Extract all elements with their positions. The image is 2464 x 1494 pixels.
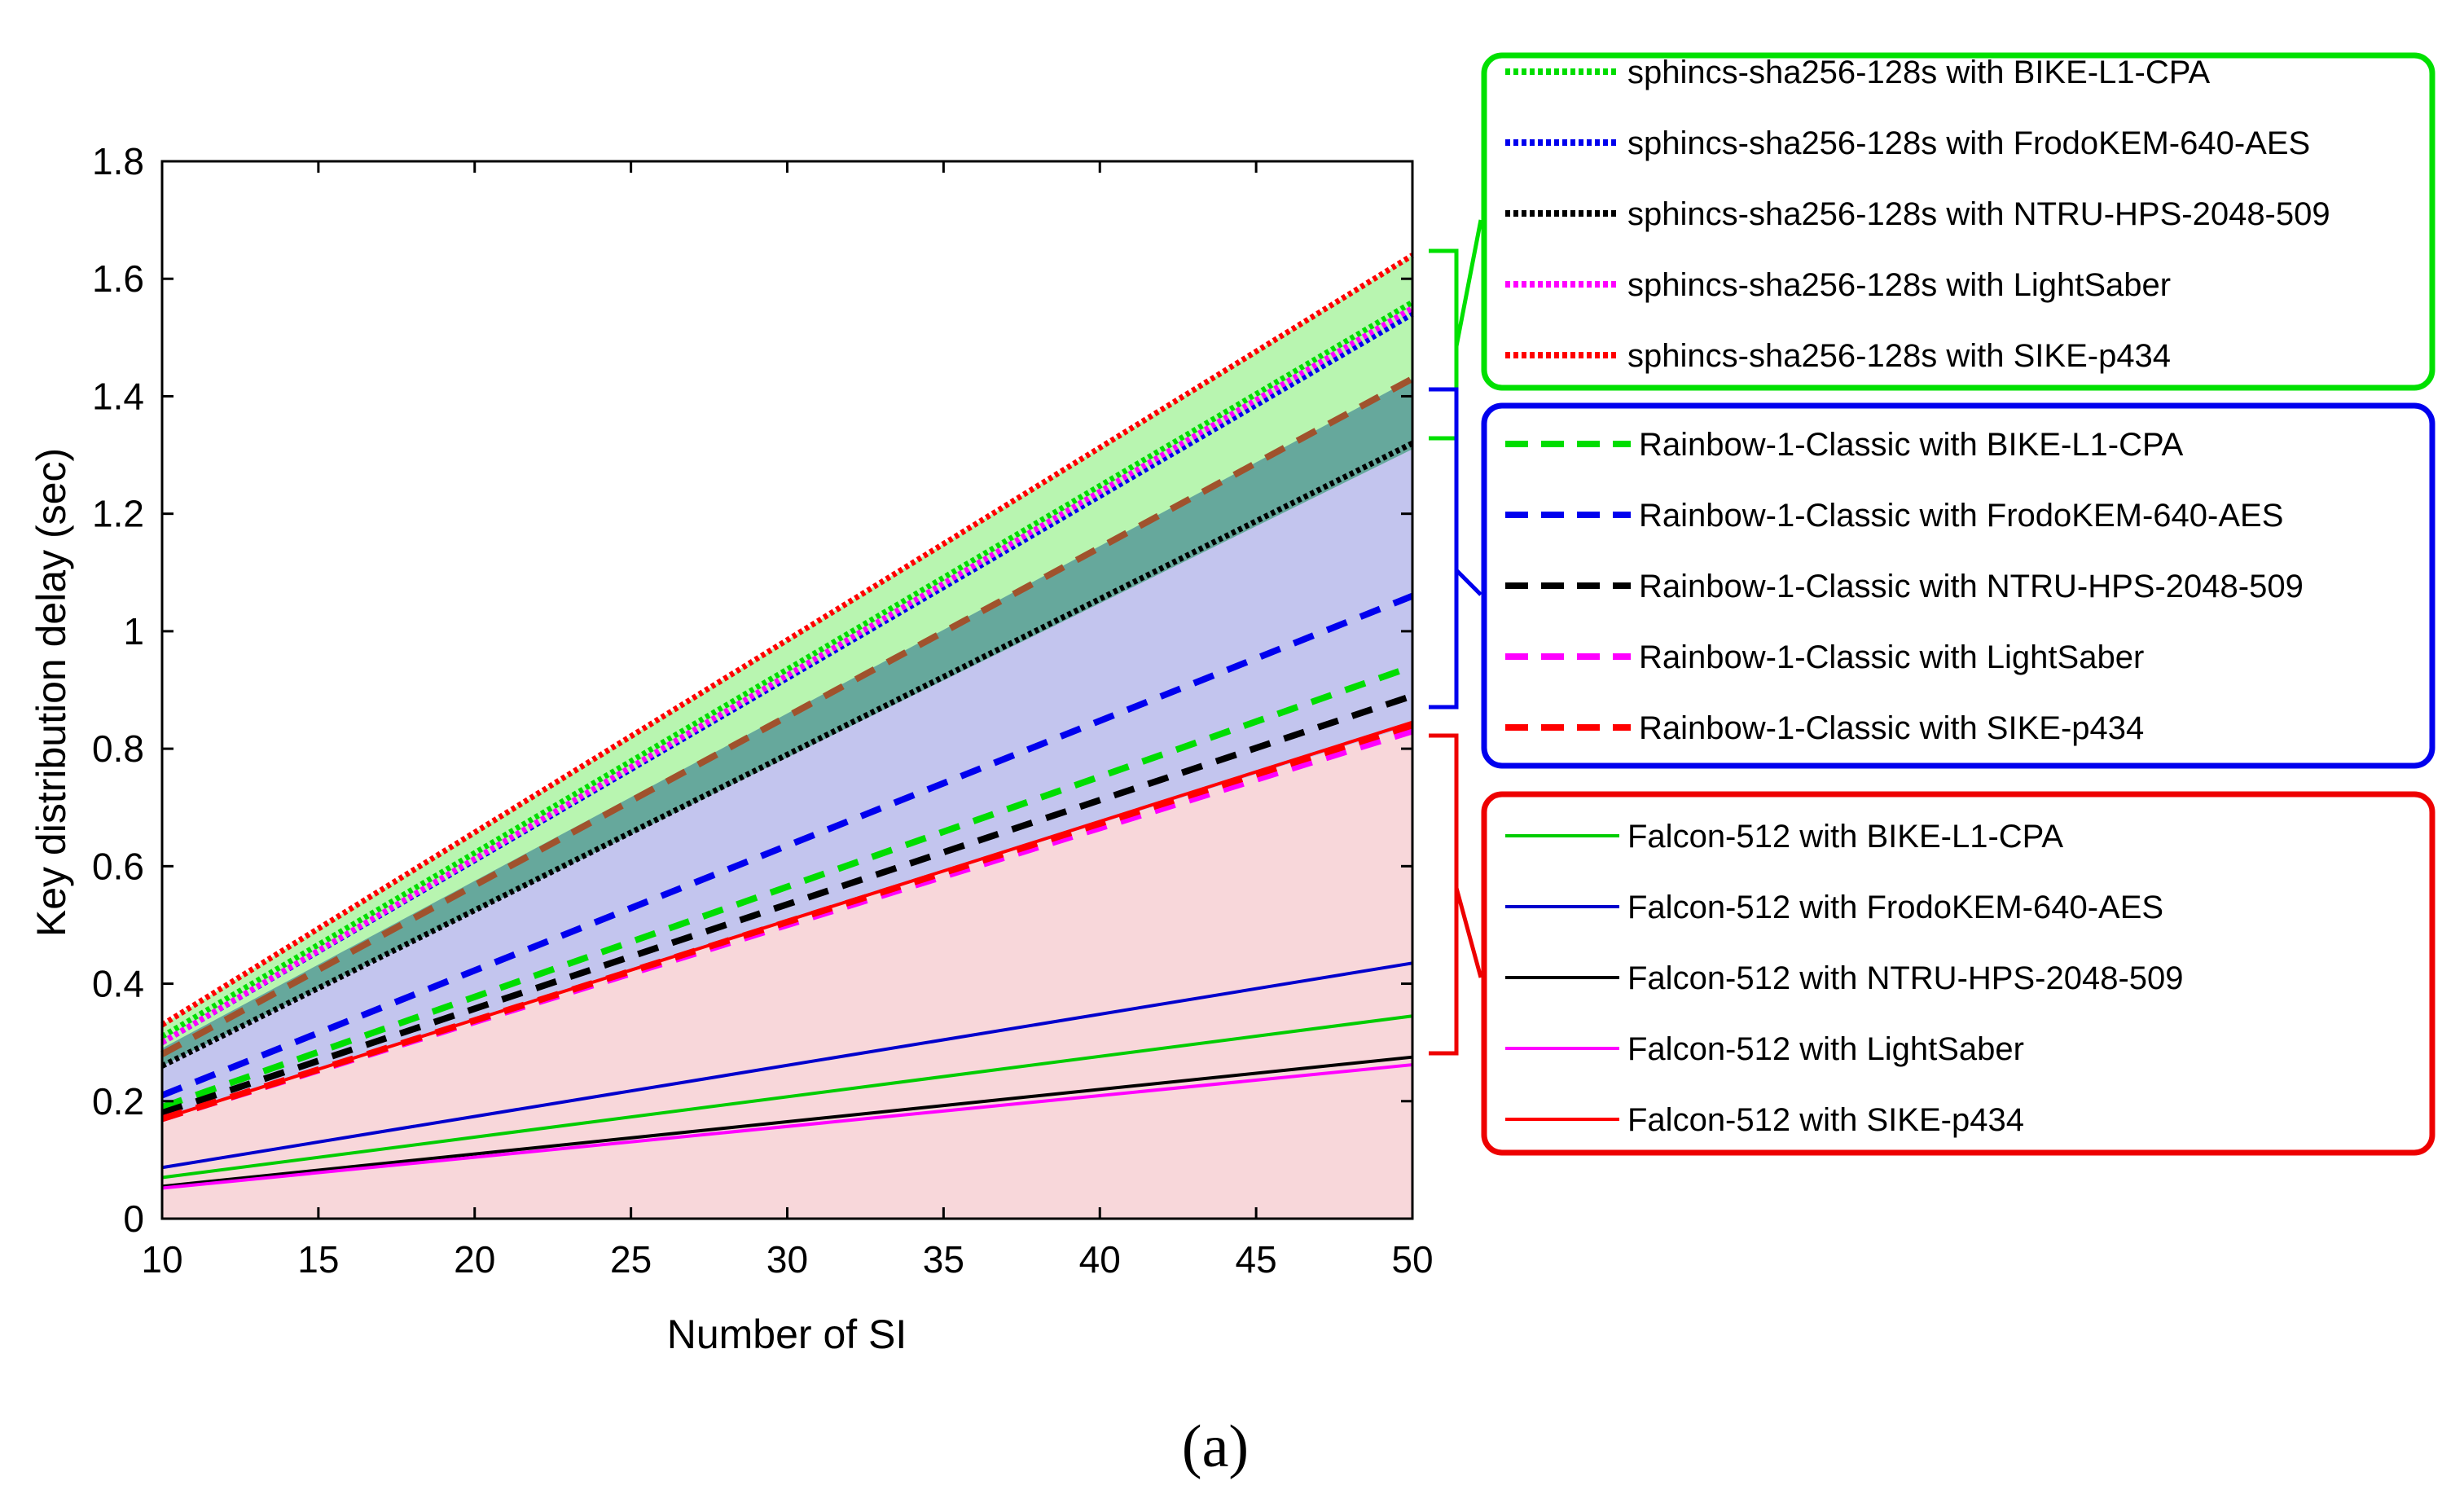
y-tick-label: 1.4 bbox=[92, 375, 144, 417]
y-tick-label: 0.6 bbox=[92, 845, 144, 887]
legend-entry-sphincs-sha256-128s-with-lightsaber: sphincs-sha256-128s with LightSaber bbox=[1627, 267, 2171, 303]
y-tick-label: 0 bbox=[123, 1197, 144, 1240]
legend-entry-sphincs-sha256-128s-with-ntru-hps-2048-509: sphincs-sha256-128s with NTRU-HPS-2048-5… bbox=[1627, 196, 2330, 232]
legend-sphincs: sphincs-sha256-128s with BIKE-L1-CPA sphi… bbox=[1429, 52, 2435, 441]
legend-entry-sphincs-sha256-128s-with-sike-p434: sphincs-sha256-128s with SIKE-p434 bbox=[1627, 338, 2171, 374]
series-line-rainbow-1-classic-with-bike-l1-cpa bbox=[160, 663, 1414, 1110]
series-line-sphincs-sha256-128s-with-frodokem-640-aes bbox=[160, 311, 1414, 1045]
y-tick-label: 0.8 bbox=[92, 727, 144, 770]
series-lines bbox=[160, 253, 1414, 1190]
x-axis-label: Number of SI bbox=[667, 1312, 907, 1357]
legend-box-falcon bbox=[1481, 791, 2435, 1156]
series-line-falcon-512-with-bike-l1-cpa bbox=[161, 1014, 1413, 1180]
legend-entry-rainbow-1-classic-with-lightsaber: Rainbow-1-Classic with LightSaber bbox=[1639, 639, 2144, 675]
x-tick-label: 35 bbox=[923, 1238, 964, 1281]
bracket-connector-rainbow bbox=[1455, 569, 1482, 596]
legend-entry-rainbow-1-classic-with-sike-p434: Rainbow-1-Classic with SIKE-p434 bbox=[1639, 710, 2144, 746]
legend-entry-falcon-512-with-frodokem-640-aes: Falcon-512 with FrodoKEM-640-AES bbox=[1627, 890, 2163, 925]
band-overlap-region bbox=[162, 378, 1412, 1066]
bracket-falcon bbox=[1429, 733, 1459, 1056]
shaded-regions bbox=[162, 255, 1412, 1219]
y-tick-label: 1.6 bbox=[92, 257, 144, 300]
legend-entry-sphincs-sha256-128s-with-bike-l1-cpa: sphincs-sha256-128s with BIKE-L1-CPA bbox=[1627, 55, 2210, 90]
x-tick-label: 15 bbox=[297, 1238, 339, 1281]
x-tick-label: 25 bbox=[610, 1238, 652, 1281]
legend-box-sphincs bbox=[1481, 52, 2435, 391]
series-line-sphincs-sha256-128s-with-ntru-hps-2048-509 bbox=[160, 441, 1414, 1069]
x-tick-label: 50 bbox=[1391, 1238, 1433, 1281]
figure-caption: (a) bbox=[1182, 1413, 1249, 1480]
y-tick-label: 0.4 bbox=[92, 963, 144, 1005]
bracket-rainbow bbox=[1429, 387, 1459, 710]
series-line-rainbow-1-classic-with-ntru-hps-2048-509 bbox=[160, 692, 1414, 1116]
legend-box-rainbow bbox=[1481, 402, 2435, 769]
legend-entry-falcon-512-with-ntru-hps-2048-509: Falcon-512 with NTRU-HPS-2048-509 bbox=[1627, 960, 2184, 996]
series-line-brown-dashed-line bbox=[160, 376, 1414, 1057]
x-tick-label: 30 bbox=[766, 1238, 808, 1281]
bracket-sphincs bbox=[1429, 248, 1459, 441]
series-line-falcon-512-with-ntru-hps-2048-509 bbox=[161, 1055, 1413, 1189]
bracket-connector-falcon bbox=[1454, 887, 1483, 978]
band-rainbow-1-classic-region bbox=[162, 443, 1412, 1119]
y-tick-label: 1 bbox=[123, 610, 144, 653]
series-line-rainbow-1-classic-with-sike-p434 bbox=[160, 722, 1414, 1123]
series-line-rainbow-1-classic-with-frodokem-640-aes bbox=[160, 592, 1414, 1099]
y-tick-label: 0.2 bbox=[92, 1080, 144, 1123]
legend-entry-falcon-512-with-lightsaber: Falcon-512 with LightSaber bbox=[1627, 1031, 2024, 1067]
series-line-falcon-512-with-lightsaber bbox=[161, 1063, 1413, 1190]
x-tick-label: 10 bbox=[141, 1238, 182, 1281]
legend-entry-rainbow-1-classic-with-bike-l1-cpa: Rainbow-1-Classic with BIKE-L1-CPA bbox=[1639, 427, 2184, 463]
axes: 10 15 20 25 30 35 40 45 50 0 0.2 0.4 0.6 0.8 1 1.2 1.4 1.… bbox=[92, 140, 1434, 1281]
bracket-connector-sphincs bbox=[1454, 219, 1483, 347]
legend-entry-sphincs-sha256-128s-with-frodokem-640-aes: sphincs-sha256-128s with FrodoKEM-640-AE… bbox=[1627, 125, 2310, 161]
legends: sphincs-sha256-128s with BIKE-L1-CPA sphi… bbox=[1429, 52, 2435, 1156]
legend-entry-rainbow-1-classic-with-frodokem-640-aes: Rainbow-1-Classic with FrodoKEM-640-AES bbox=[1639, 498, 2283, 534]
series-line-falcon-512-with-frodokem-640-aes bbox=[161, 961, 1413, 1170]
legend-rainbow: Rainbow-1-Classic with BIKE-L1-CPA Rainbo… bbox=[1429, 387, 2435, 769]
series-line-sphincs-sha256-128s-with-sike-p434 bbox=[160, 253, 1414, 1028]
legend-entry-falcon-512-with-bike-l1-cpa: Falcon-512 with BIKE-L1-CPA bbox=[1627, 819, 2063, 855]
legend-falcon: Falcon-512 with BIKE-L1-CPA Falcon-512 wi… bbox=[1429, 733, 2435, 1156]
x-tick-label: 20 bbox=[454, 1238, 495, 1281]
y-tick-label: 1.8 bbox=[92, 140, 144, 182]
x-tick-label: 40 bbox=[1079, 1238, 1121, 1281]
x-tick-label: 45 bbox=[1236, 1238, 1277, 1281]
legend-entry-rainbow-1-classic-with-ntru-hps-2048-509: Rainbow-1-Classic with NTRU-HPS-2048-509 bbox=[1639, 569, 2304, 604]
y-axis-label: Key distribution delay (sec) bbox=[29, 448, 74, 937]
legend-entry-falcon-512-with-sike-p434: Falcon-512 with SIKE-p434 bbox=[1627, 1102, 2024, 1138]
y-tick-label: 1.2 bbox=[92, 493, 144, 535]
